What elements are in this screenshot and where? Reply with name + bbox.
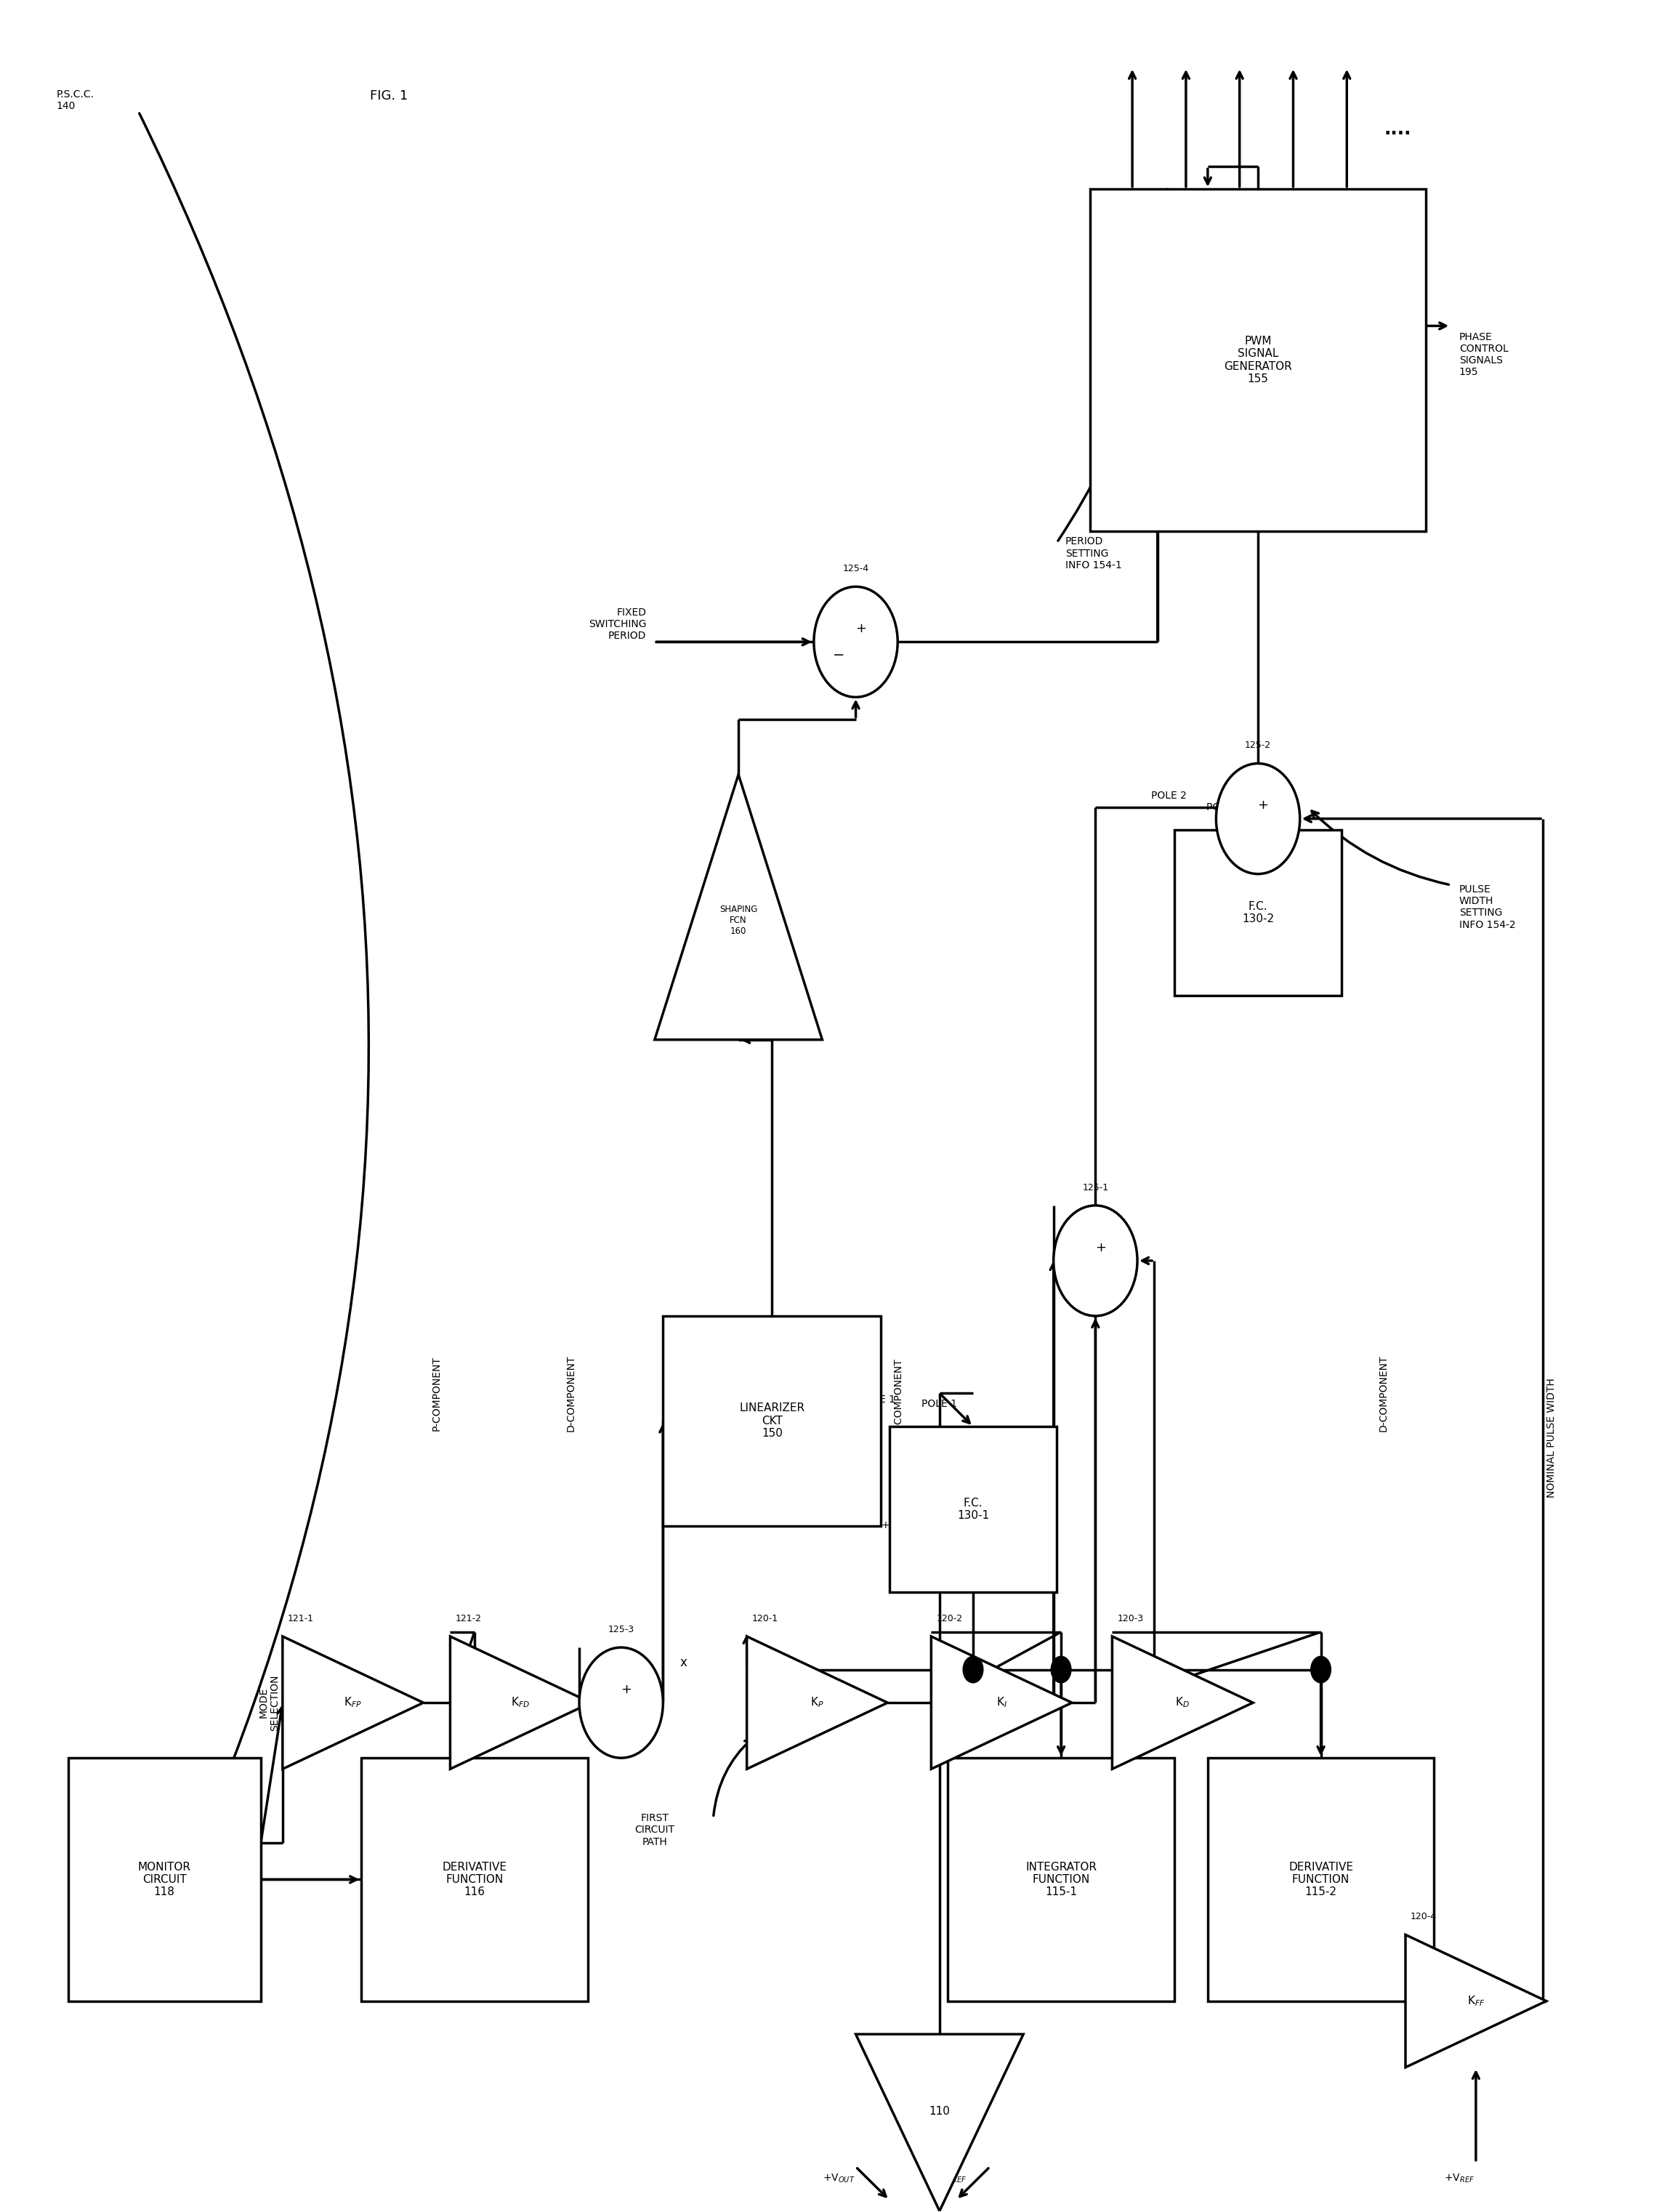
Text: PULSE
WIDTH
SETTING
INFO 154-2: PULSE WIDTH SETTING INFO 154-2 bbox=[1460, 885, 1515, 929]
Text: PWM
SIGNAL
GENERATOR
155: PWM SIGNAL GENERATOR 155 bbox=[1223, 336, 1292, 385]
Circle shape bbox=[1054, 1206, 1138, 1316]
Polygon shape bbox=[931, 1637, 1072, 1770]
FancyBboxPatch shape bbox=[1175, 830, 1342, 995]
Text: 125-2: 125-2 bbox=[1245, 741, 1272, 750]
Text: +V$_{REF}$: +V$_{REF}$ bbox=[936, 2172, 967, 2185]
FancyBboxPatch shape bbox=[1208, 1759, 1435, 2002]
Text: DERIVATIVE
FUNCTION
116: DERIVATIVE FUNCTION 116 bbox=[441, 1863, 507, 1898]
Circle shape bbox=[1217, 763, 1300, 874]
Text: FIRST
CIRCUIT
PATH: FIRST CIRCUIT PATH bbox=[634, 1814, 675, 1847]
Text: 125-4: 125-4 bbox=[842, 564, 869, 573]
FancyBboxPatch shape bbox=[889, 1427, 1057, 1593]
Text: F.C.
130-1: F.C. 130-1 bbox=[956, 1498, 988, 1522]
Text: 120-4: 120-4 bbox=[1411, 1911, 1436, 1922]
FancyBboxPatch shape bbox=[948, 1759, 1175, 2002]
Text: 121-1: 121-1 bbox=[287, 1615, 314, 1624]
Circle shape bbox=[579, 1648, 663, 1759]
Text: SECOND
CIRCUIT
PATH: SECOND CIRCUIT PATH bbox=[423, 1891, 466, 1924]
Text: P.S.C.C.
140: P.S.C.C. 140 bbox=[57, 88, 94, 111]
Text: DERIVATIVE
FUNCTION
115-2: DERIVATIVE FUNCTION 115-2 bbox=[1289, 1863, 1352, 1898]
Circle shape bbox=[1050, 1657, 1071, 1683]
FancyBboxPatch shape bbox=[69, 1759, 260, 2002]
Polygon shape bbox=[1113, 1637, 1253, 1770]
Text: x: x bbox=[680, 1657, 686, 1670]
Text: FIG. 1: FIG. 1 bbox=[369, 88, 408, 102]
Text: +: + bbox=[856, 622, 866, 635]
Text: MONITOR
CIRCUIT
118: MONITOR CIRCUIT 118 bbox=[138, 1863, 191, 1898]
Text: 110: 110 bbox=[930, 2106, 950, 2117]
Text: MODE
SELECTION: MODE SELECTION bbox=[258, 1674, 280, 1730]
Text: SHAPING
FCN
160: SHAPING FCN 160 bbox=[720, 905, 757, 936]
Text: FIXED
SWITCHING
PERIOD: FIXED SWITCHING PERIOD bbox=[681, 956, 738, 991]
Text: ....: .... bbox=[1384, 119, 1411, 137]
Text: +V$_{ERROR}$ 111: +V$_{ERROR}$ 111 bbox=[953, 1973, 1017, 1984]
FancyBboxPatch shape bbox=[663, 1316, 881, 1526]
Polygon shape bbox=[654, 774, 822, 1040]
Polygon shape bbox=[1406, 1936, 1545, 2068]
Text: INTEGRATOR
FUNCTION
115-1: INTEGRATOR FUNCTION 115-1 bbox=[1025, 1863, 1097, 1898]
Text: −: − bbox=[832, 648, 846, 661]
Polygon shape bbox=[856, 2035, 1024, 2212]
Text: 125-3: 125-3 bbox=[607, 1626, 634, 1635]
Circle shape bbox=[1311, 1657, 1331, 1683]
FancyBboxPatch shape bbox=[361, 1759, 587, 2002]
Text: K$_I$: K$_I$ bbox=[997, 1697, 1007, 1710]
Text: D-COMPONENT: D-COMPONENT bbox=[1379, 1356, 1389, 1431]
Text: 120-3: 120-3 bbox=[1118, 1615, 1143, 1624]
Text: +V$_{OUT}$: +V$_{OUT}$ bbox=[822, 2172, 856, 2185]
Text: FIXED
SWITCHING
PERIOD: FIXED SWITCHING PERIOD bbox=[589, 608, 646, 641]
Text: LINEARIZER
CKT
150: LINEARIZER CKT 150 bbox=[740, 1402, 805, 1440]
Text: POLE 1: POLE 1 bbox=[921, 1398, 958, 1409]
Text: +V$_{ERROR}$ 111: +V$_{ERROR}$ 111 bbox=[881, 1520, 945, 1533]
Text: POLE 1: POLE 1 bbox=[859, 1394, 896, 1405]
Text: D-COMPONENT: D-COMPONENT bbox=[565, 1356, 576, 1431]
Text: P-COMPONENT: P-COMPONENT bbox=[742, 1400, 752, 1475]
Text: 121-2: 121-2 bbox=[455, 1615, 482, 1624]
Text: PHASE
CONTROL
SIGNALS
195: PHASE CONTROL SIGNALS 195 bbox=[1460, 332, 1509, 378]
Text: F.C.
130-2: F.C. 130-2 bbox=[1242, 900, 1274, 925]
Text: K$_{FP}$: K$_{FP}$ bbox=[344, 1697, 362, 1710]
Circle shape bbox=[814, 586, 898, 697]
FancyBboxPatch shape bbox=[1091, 188, 1426, 531]
Text: 120-1: 120-1 bbox=[752, 1615, 779, 1624]
Text: POLE 2: POLE 2 bbox=[1151, 792, 1186, 801]
Text: K$_{FF}$: K$_{FF}$ bbox=[1467, 1995, 1485, 2008]
Text: +: + bbox=[1096, 1241, 1106, 1254]
Text: PERIOD
SETTING
INFO 154-1: PERIOD SETTING INFO 154-1 bbox=[1066, 538, 1123, 571]
Text: 125-1: 125-1 bbox=[1082, 1183, 1109, 1192]
Text: K$_D$: K$_D$ bbox=[1175, 1697, 1190, 1710]
Text: P-COMPONENT: P-COMPONENT bbox=[431, 1356, 441, 1431]
Text: NOMINAL PULSE WIDTH: NOMINAL PULSE WIDTH bbox=[1545, 1378, 1557, 1498]
Text: K$_P$: K$_P$ bbox=[810, 1697, 824, 1710]
Text: +: + bbox=[1257, 799, 1269, 812]
Text: K$_{FD}$: K$_{FD}$ bbox=[512, 1697, 530, 1710]
Text: +: + bbox=[621, 1683, 631, 1697]
Text: POLE 2: POLE 2 bbox=[1206, 803, 1242, 812]
Polygon shape bbox=[450, 1637, 591, 1770]
Text: I-COMPONENT: I-COMPONENT bbox=[893, 1358, 903, 1429]
Text: 120-2: 120-2 bbox=[936, 1615, 963, 1624]
Polygon shape bbox=[747, 1637, 888, 1770]
Text: +V$_{REF}$: +V$_{REF}$ bbox=[1443, 2172, 1475, 2185]
Polygon shape bbox=[282, 1637, 423, 1770]
Circle shape bbox=[963, 1657, 983, 1683]
